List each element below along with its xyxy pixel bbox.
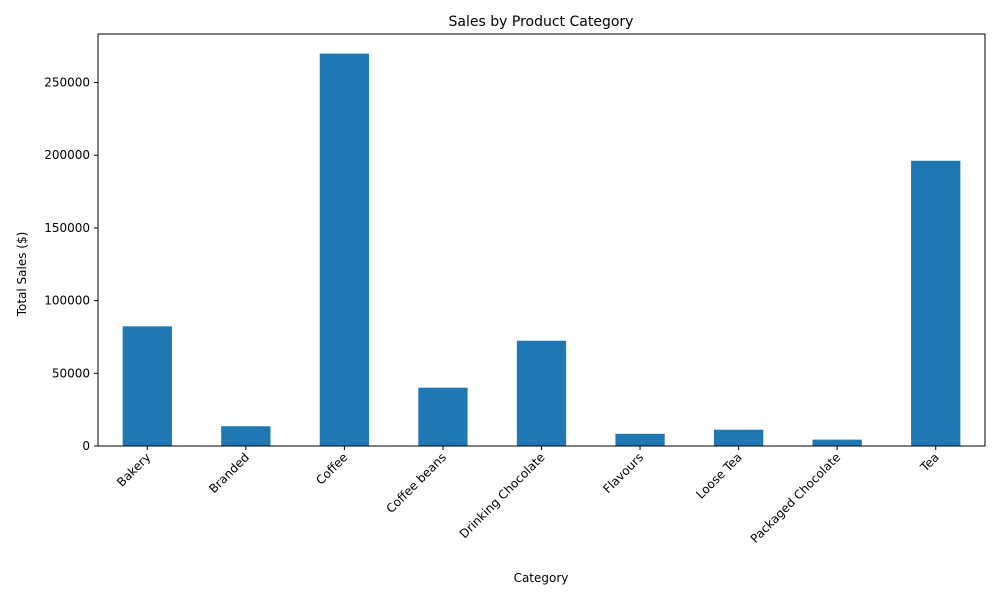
y-axis: 0 50000 100000 150000 200000 250000 [44, 76, 98, 453]
bar-packaged-chocolate [812, 439, 862, 446]
y-axis-label: Total Sales ($) [15, 232, 29, 318]
bar-coffee [319, 53, 370, 446]
x-tick-label: Coffee [313, 450, 350, 487]
x-axis: Bakery Branded Coffee Coffee beans Drinking … [114, 446, 942, 546]
plot-frame [97, 33, 986, 447]
bars-group [122, 53, 961, 446]
y-tick-label: 100000 [44, 294, 90, 308]
y-tick-label: 250000 [44, 76, 90, 90]
y-tick-label: 0 [82, 439, 90, 453]
x-tick-label: Drinking Chocolate [457, 450, 548, 541]
bar-tea [911, 160, 961, 446]
x-tick-label: Bakery [114, 450, 153, 489]
y-tick-label: 50000 [52, 366, 90, 380]
x-tick-label: Packaged Chocolate [748, 450, 844, 546]
x-tick-label: Loose Tea [693, 450, 744, 501]
bar-bakery [122, 326, 172, 446]
bar-coffee-beans [418, 387, 468, 446]
bar-branded [221, 426, 271, 446]
y-tick-label: 200000 [44, 148, 90, 162]
x-tick-label: Coffee beans [383, 450, 449, 516]
x-tick-label: Branded [206, 450, 252, 496]
chart-title: Sales by Product Category [449, 14, 634, 30]
x-tick-label: Tea [917, 450, 942, 475]
bar-drinking-chocolate [516, 340, 567, 446]
x-tick-label: Flavours [600, 450, 646, 496]
bar-loose-tea [713, 429, 764, 446]
x-axis-label: Category [514, 571, 569, 585]
bar-flavours [615, 433, 665, 446]
y-tick-label: 150000 [44, 221, 90, 235]
